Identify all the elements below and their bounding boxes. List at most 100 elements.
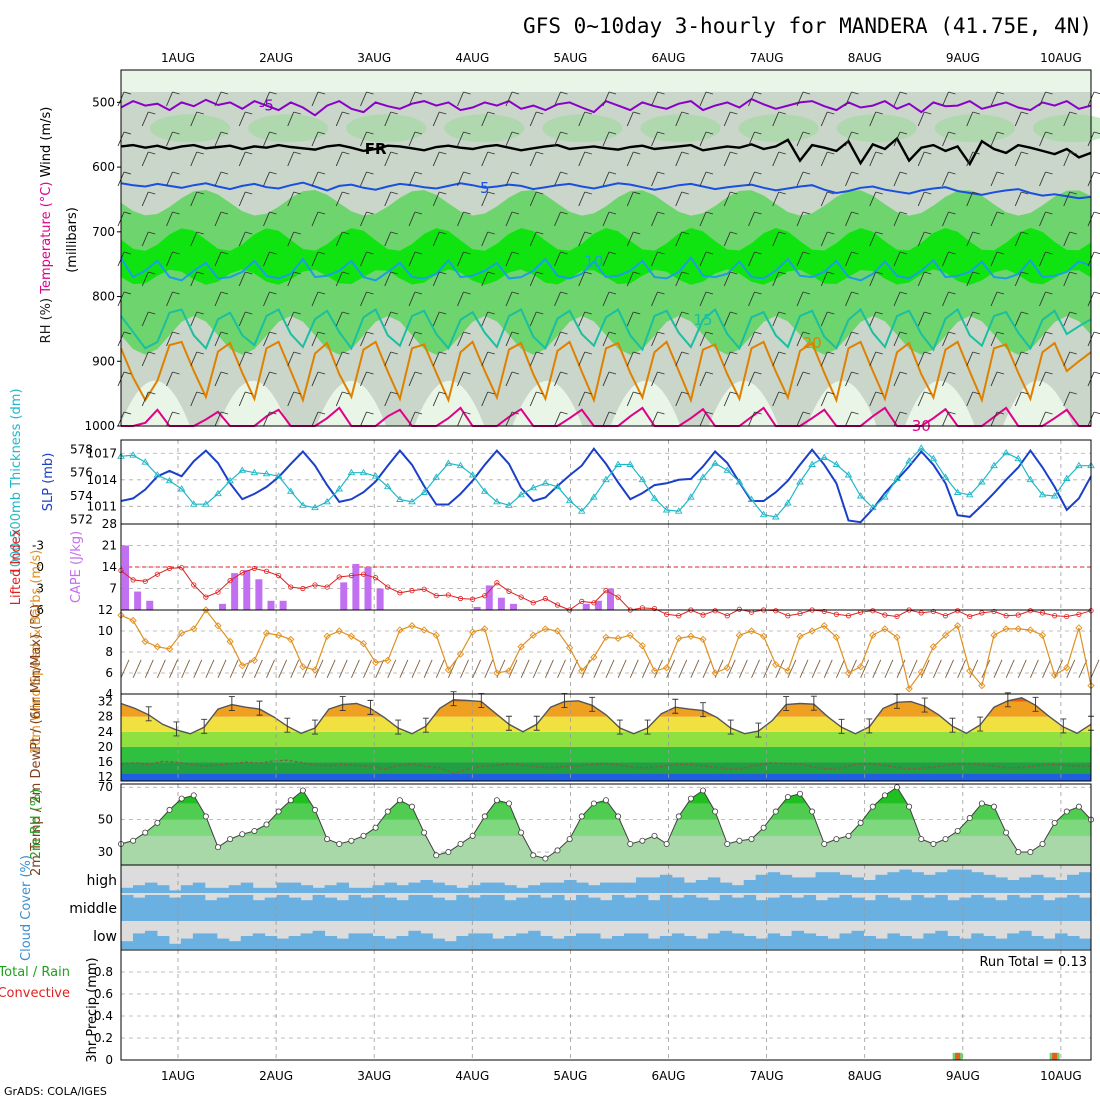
surface-wind-barb bbox=[751, 659, 760, 678]
li-marker bbox=[797, 610, 803, 617]
thickness-marker bbox=[541, 479, 550, 486]
axis-label-part: (millibars) bbox=[65, 207, 80, 273]
surface-wind-barb bbox=[472, 659, 482, 678]
temperature-band bbox=[121, 731, 1091, 747]
cloud-bar bbox=[683, 895, 697, 921]
cloud-bar bbox=[456, 887, 469, 893]
wind-barb bbox=[651, 171, 665, 187]
wind-barb bbox=[554, 371, 568, 387]
cloud-bar bbox=[791, 897, 805, 921]
minmax-errorbar bbox=[866, 718, 873, 734]
wind-barb bbox=[335, 271, 350, 287]
date-labels-top: 1AUG 2AUG 3AUG 4AUG 5AUG 6AUG 7AUG 8AUG 9AUG 10AU… bbox=[161, 51, 1082, 65]
wind-barb bbox=[384, 311, 398, 327]
date-label-bottom: 3AUG bbox=[357, 1069, 391, 1083]
li-markers bbox=[118, 565, 1094, 620]
wind-barb bbox=[748, 331, 762, 347]
cloud-bar bbox=[132, 897, 146, 921]
rh2m-marker bbox=[821, 840, 828, 847]
wind-barb bbox=[966, 351, 980, 367]
surface-wind-barb bbox=[799, 659, 809, 678]
cloud-bar bbox=[432, 897, 445, 921]
wind-barb bbox=[287, 111, 301, 127]
wind-barb bbox=[893, 411, 908, 427]
li-marker bbox=[615, 594, 621, 600]
wind10-marker bbox=[408, 622, 416, 630]
wind-barb bbox=[238, 351, 253, 367]
wind-barb bbox=[893, 371, 908, 387]
cloud-bar bbox=[444, 885, 457, 893]
cloud-bar bbox=[803, 895, 817, 921]
wind-barb bbox=[141, 111, 156, 127]
date-label-top: 8AUG bbox=[848, 51, 882, 65]
thickness-marker bbox=[177, 485, 186, 492]
wind10-marker bbox=[747, 627, 756, 635]
cloud-bar bbox=[971, 872, 984, 893]
minmax-errorbar bbox=[921, 697, 928, 713]
wind-barb bbox=[845, 371, 859, 387]
wind-barb bbox=[190, 311, 204, 327]
axis-label-part: Wind (m/s) bbox=[39, 107, 54, 178]
li-marker bbox=[1076, 611, 1082, 617]
cloud-bar bbox=[144, 882, 158, 893]
thickness-marker bbox=[226, 476, 234, 484]
cloud-bar bbox=[671, 897, 685, 921]
surface-wind-barb bbox=[569, 659, 579, 678]
wind-barb bbox=[141, 311, 156, 327]
thickness-marker bbox=[1026, 475, 1035, 483]
cape-tick-label: 14 bbox=[102, 560, 117, 574]
pressure-tick-label: 800 bbox=[92, 290, 115, 304]
cape-bar bbox=[376, 588, 384, 610]
wind10-marker bbox=[941, 631, 950, 639]
wind-barb bbox=[432, 191, 447, 207]
wind-barb bbox=[384, 151, 398, 167]
thickness-marker bbox=[189, 500, 198, 507]
precip-tick-label: 0.2 bbox=[94, 1031, 113, 1045]
surface-wind-barb bbox=[302, 659, 312, 678]
wind-barb bbox=[360, 131, 374, 147]
rh2m-marker bbox=[615, 813, 622, 820]
cloud-bar bbox=[647, 877, 661, 893]
wind-barb bbox=[263, 171, 277, 187]
wind-barb bbox=[651, 91, 665, 107]
surface-wind-barb bbox=[399, 659, 409, 678]
wind-barb bbox=[360, 331, 374, 347]
wind-barb bbox=[190, 271, 204, 287]
wind-barb bbox=[287, 271, 301, 287]
rh2m-marker bbox=[1015, 849, 1022, 856]
wind-barbs bbox=[117, 91, 1100, 427]
li-marker bbox=[591, 600, 597, 606]
date-label-bottom: 9AUG bbox=[946, 1069, 980, 1083]
date-label-bottom: 6AUG bbox=[652, 1069, 686, 1083]
cloud-bar bbox=[552, 895, 565, 921]
minmax-errorbar bbox=[145, 706, 152, 722]
cloud-bar bbox=[1067, 936, 1080, 949]
wind-barb bbox=[214, 91, 229, 107]
wind-barb bbox=[990, 331, 1005, 347]
surface-wind-barb bbox=[702, 659, 712, 678]
wind-barb bbox=[602, 211, 617, 227]
wind-barb bbox=[651, 371, 665, 387]
rh2m-tick-label: 50 bbox=[98, 813, 113, 827]
cloud-bar bbox=[372, 885, 385, 893]
wind-barb bbox=[190, 391, 204, 407]
rh2m-tick-label: 30 bbox=[98, 845, 113, 859]
cloud-bar bbox=[528, 895, 541, 921]
wind10-marker bbox=[869, 631, 877, 639]
wind-barb bbox=[723, 151, 738, 167]
wind-barb bbox=[675, 111, 689, 127]
cape-bar bbox=[122, 545, 129, 610]
wind10-marker bbox=[820, 622, 828, 630]
cloud-bar bbox=[312, 887, 326, 893]
li-marker bbox=[833, 611, 839, 617]
wind-barb bbox=[554, 171, 568, 187]
wind-barb bbox=[408, 171, 423, 187]
wind-barb bbox=[505, 211, 520, 227]
wind-barb bbox=[432, 391, 447, 407]
wind-barb bbox=[820, 391, 835, 407]
wind10-marker bbox=[917, 668, 925, 676]
surface-wind-barb bbox=[338, 659, 348, 678]
axis-label-part: Temperature (°C) bbox=[39, 177, 54, 294]
cloud-bar bbox=[552, 882, 565, 893]
contour-15 bbox=[120, 307, 1092, 352]
